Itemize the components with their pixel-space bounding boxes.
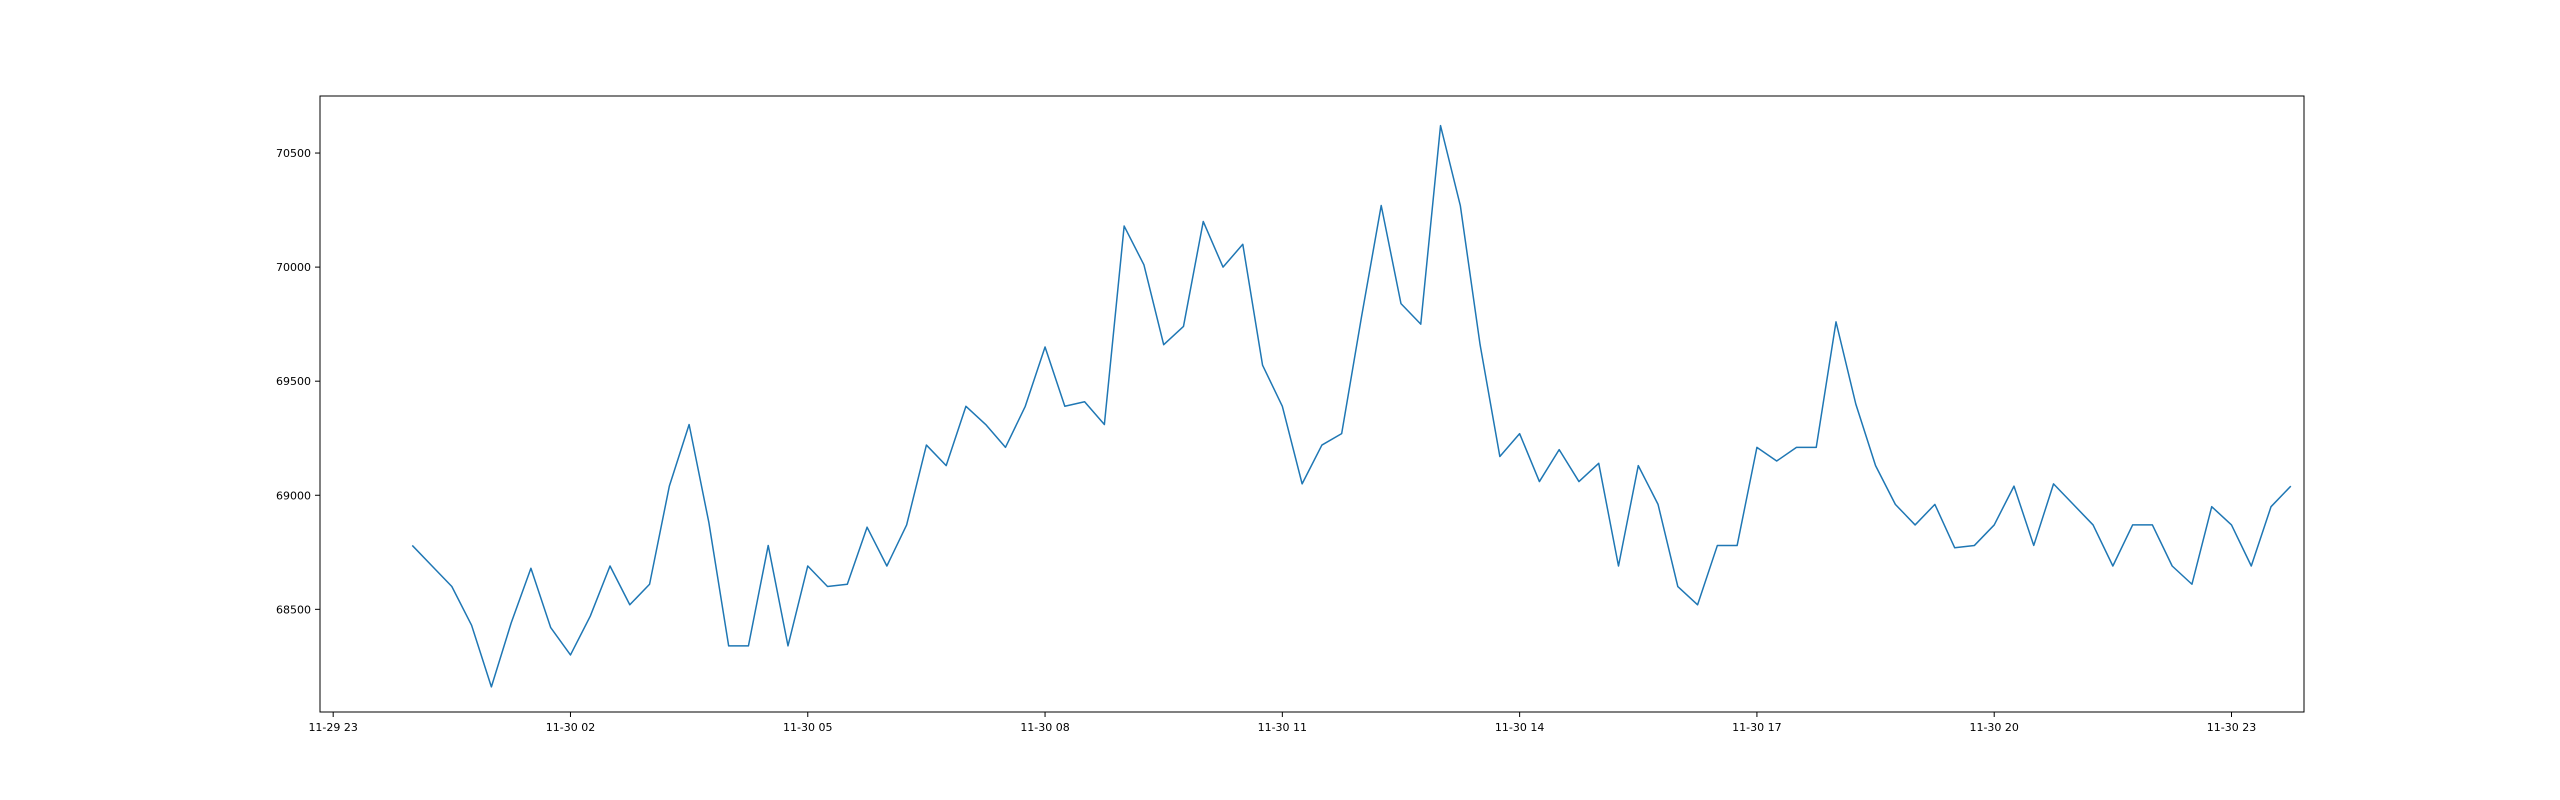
y-axis-ticks: 68500 69000 69500 70000 70500	[276, 147, 320, 616]
plot-frame	[319, 95, 2305, 713]
x-tick-label: 11-29 23	[308, 721, 357, 734]
series-line-0	[411, 124, 2292, 688]
x-tick-label: 11-30 17	[1732, 721, 1781, 734]
y-tick-label: 69000	[276, 489, 311, 502]
x-tick-label: 11-30 02	[546, 721, 595, 734]
y-tick-label: 70000	[276, 261, 311, 274]
y-tick-label: 68500	[276, 603, 311, 616]
x-tick-label: 11-30 08	[1020, 721, 1069, 734]
x-tick-label: 11-30 11	[1258, 721, 1307, 734]
x-tick-label: 11-30 05	[783, 721, 832, 734]
x-tick-label: 11-30 14	[1495, 721, 1544, 734]
x-tick-label: 11-30 23	[2207, 721, 2256, 734]
y-tick-label: 69500	[276, 375, 311, 388]
y-tick-label: 70500	[276, 147, 311, 160]
series-layer	[411, 124, 2292, 688]
x-axis-ticks: 11-29 23 11-30 02 11-30 05 11-30 08 11-30 11…	[308, 712, 2256, 734]
x-tick-label: 11-30 20	[1969, 721, 2018, 734]
